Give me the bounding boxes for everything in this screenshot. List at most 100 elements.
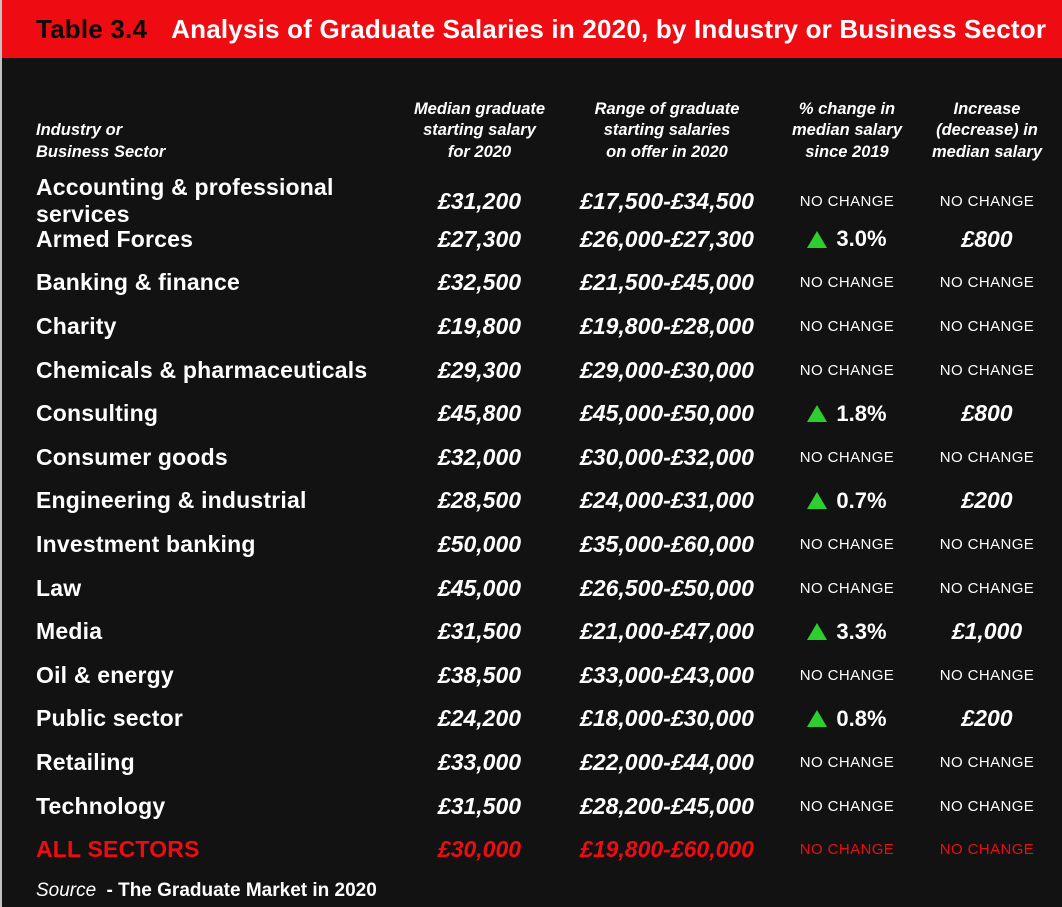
median-salary-value: £31,500 xyxy=(437,618,522,645)
percent-change-value: 1.8% xyxy=(836,400,887,426)
median-salary-value: £28,500 xyxy=(437,487,522,514)
industry-name: ALL SECTORS xyxy=(36,836,200,863)
median-increase-value: NO CHANGE xyxy=(939,666,1035,684)
table-row: Oil & energy £38,500 £33,000-£43,000 NO … xyxy=(2,654,1062,698)
percent-change-value: NO CHANGE xyxy=(799,666,895,684)
median-increase-value: NO CHANGE xyxy=(939,448,1035,466)
column-header-salary-range: Range of graduate starting salaries on o… xyxy=(594,99,740,162)
percent-change-cell: NO CHANGE xyxy=(772,449,922,466)
median-increase-value: NO CHANGE xyxy=(939,192,1035,210)
salary-range-value: £19,800-£28,000 xyxy=(580,313,754,340)
salary-range-value: £24,000-£31,000 xyxy=(580,487,754,514)
median-increase-value: NO CHANGE xyxy=(939,841,1035,859)
percent-change-cell: 3.3% xyxy=(772,619,922,645)
table-row: Retailing £33,000 £22,000-£44,000 NO CHA… xyxy=(2,741,1062,785)
table-row: Engineering & industrial £28,500 £24,000… xyxy=(2,479,1062,523)
percent-change-cell: NO CHANGE xyxy=(772,318,922,335)
salary-range-value: £19,800-£60,000 xyxy=(580,836,754,863)
median-salary-value: £30,000 xyxy=(437,836,522,863)
percent-change-cell: 0.8% xyxy=(772,706,922,732)
salary-range-value: £26,000-£27,300 xyxy=(580,225,754,252)
percent-change-value: NO CHANGE xyxy=(799,448,895,466)
table-row: Consulting £45,800 £45,000-£50,000 1.8% … xyxy=(2,392,1062,436)
table-row: Banking & finance £32,500 £21,500-£45,00… xyxy=(2,261,1062,305)
industry-name: Law xyxy=(36,574,82,601)
industry-name: Banking & finance xyxy=(36,269,241,296)
median-salary-value: £29,300 xyxy=(437,356,522,383)
industry-name: Accounting & professional services xyxy=(36,174,334,227)
percent-change-cell: NO CHANGE xyxy=(772,274,922,291)
median-increase-value: NO CHANGE xyxy=(939,579,1035,597)
percent-change-value: 0.7% xyxy=(836,487,887,513)
table-row: Investment banking £50,000 £35,000-£60,0… xyxy=(2,523,1062,567)
industry-name: Technology xyxy=(36,792,166,819)
median-increase-value: £200 xyxy=(961,705,1013,732)
median-salary-value: £32,000 xyxy=(437,443,522,470)
increase-triangle-icon xyxy=(807,710,828,728)
percent-change-value: NO CHANGE xyxy=(799,274,895,292)
industry-name: Charity xyxy=(36,313,117,340)
median-salary-value: £38,500 xyxy=(437,661,522,688)
table-row: Charity £19,800 £19,800-£28,000 NO CHANG… xyxy=(2,305,1062,349)
increase-triangle-icon xyxy=(807,405,828,423)
median-increase-value: NO CHANGE xyxy=(939,754,1035,772)
industry-name: Consulting xyxy=(36,400,159,427)
title-bar: Table 3.4 Analysis of Graduate Salaries … xyxy=(2,0,1062,58)
median-salary-value: £31,500 xyxy=(437,792,522,819)
table-body: Accounting & professional services £31,2… xyxy=(2,174,1062,872)
salary-range-value: £17,500-£34,500 xyxy=(580,187,754,214)
table-row: Chemicals & pharmaceuticals £29,300 £29,… xyxy=(2,348,1062,392)
percent-change-cell: 1.8% xyxy=(772,401,922,427)
median-increase-value: £200 xyxy=(961,487,1013,514)
percent-change-cell: NO CHANGE xyxy=(772,798,922,815)
table-row: Armed Forces £27,300 £26,000-£27,300 3.0… xyxy=(2,218,1062,262)
table-row: Accounting & professional services £31,2… xyxy=(2,174,1062,227)
percent-change-cell: 3.0% xyxy=(772,226,922,252)
salary-range-value: £28,200-£45,000 xyxy=(580,792,754,819)
median-increase-value: £1,000 xyxy=(951,618,1023,645)
percent-change-value: NO CHANGE xyxy=(799,536,895,554)
industry-name: Public sector xyxy=(36,705,184,732)
median-salary-value: £50,000 xyxy=(437,531,522,558)
median-salary-value: £32,500 xyxy=(437,269,522,296)
percent-change-value: NO CHANGE xyxy=(799,841,895,859)
salary-range-value: £45,000-£50,000 xyxy=(580,400,754,427)
industry-name: Consumer goods xyxy=(36,443,228,470)
salary-range-value: £21,500-£45,000 xyxy=(580,269,754,296)
percent-change-value: NO CHANGE xyxy=(799,797,895,815)
source-label: Source xyxy=(36,879,97,901)
table-number: Table 3.4 xyxy=(36,13,148,44)
percent-change-cell: NO CHANGE xyxy=(772,580,922,597)
table-row: ALL SECTORS £30,000 £19,800-£60,000 NO C… xyxy=(2,828,1062,872)
table-row: Consumer goods £32,000 £30,000-£32,000 N… xyxy=(2,436,1062,480)
source-line: Source - The Graduate Market in 2020 xyxy=(2,872,1062,902)
percent-change-value: NO CHANGE xyxy=(799,318,895,336)
median-increase-value: NO CHANGE xyxy=(939,274,1035,292)
percent-change-cell: NO CHANGE xyxy=(772,536,922,553)
percent-change-value: NO CHANGE xyxy=(799,579,895,597)
increase-triangle-icon xyxy=(807,230,828,248)
median-increase-value: £800 xyxy=(961,225,1013,252)
column-header-percent-change: % change in median salary since 2019 xyxy=(791,99,903,162)
median-salary-value: £27,300 xyxy=(437,225,522,252)
increase-triangle-icon xyxy=(807,492,828,510)
increase-triangle-icon xyxy=(807,623,828,641)
salary-range-value: £18,000-£30,000 xyxy=(580,705,754,732)
percent-change-value: NO CHANGE xyxy=(799,361,895,379)
median-increase-value: £800 xyxy=(961,400,1013,427)
median-increase-value: NO CHANGE xyxy=(939,797,1035,815)
salary-range-value: £35,000-£60,000 xyxy=(580,531,754,558)
column-header-median-increase: Increase (decrease) in median salary xyxy=(931,99,1043,162)
median-salary-value: £33,000 xyxy=(437,749,522,776)
percent-change-value: 3.0% xyxy=(836,226,887,252)
industry-name: Media xyxy=(36,618,103,645)
industry-name: Retailing xyxy=(36,749,135,776)
percent-change-cell: NO CHANGE xyxy=(772,667,922,684)
salary-range-value: £26,500-£50,000 xyxy=(580,574,754,601)
median-salary-value: £24,200 xyxy=(437,705,522,732)
column-header-row: Industry or Business Sector Median gradu… xyxy=(2,58,1062,174)
median-salary-value: £19,800 xyxy=(437,313,522,340)
salary-range-value: £22,000-£44,000 xyxy=(580,749,754,776)
percent-change-cell: NO CHANGE xyxy=(772,362,922,379)
